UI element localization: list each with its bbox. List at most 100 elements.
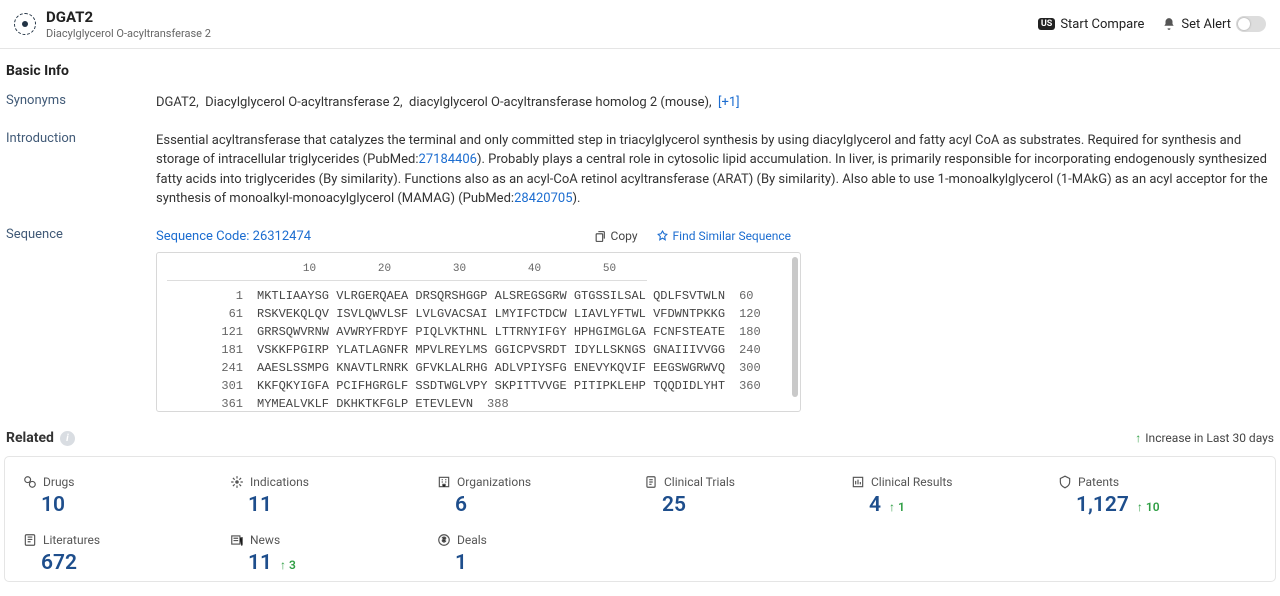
related-header: Related i ↑ Increase in Last 30 days — [0, 422, 1280, 456]
synonyms-text: DGAT2, Diacylglycerol O-acyltransferase … — [156, 95, 718, 110]
related-card-patents[interactable]: Patents 1,127 ↑ 10 — [1058, 475, 1265, 517]
related-card-news[interactable]: News 11↑ 3 — [230, 533, 437, 575]
card-number: 1,127 — [1058, 493, 1129, 517]
sequence-ruler: 10 20 30 40 50 — [167, 261, 647, 281]
ruler-10: 10 — [272, 261, 347, 278]
basic-info-section: Basic Info Synonyms DGAT2, Diacylglycero… — [0, 49, 1280, 422]
ruler-30: 30 — [422, 261, 497, 278]
card-number: 11 — [230, 493, 272, 517]
patent-icon — [1058, 475, 1072, 489]
sequence-scrollbar[interactable] — [792, 257, 798, 397]
org-icon — [437, 475, 451, 489]
card-label: Clinical Trials — [664, 475, 735, 489]
synonyms-more-link[interactable]: [+1] — [718, 95, 740, 110]
card-head: Deals — [437, 533, 644, 547]
sequence-lines: 1MKTLIAAYSG VLRGERQAEA DRSQRSHGGP ALSREG… — [167, 287, 790, 413]
card-label: Drugs — [43, 475, 75, 489]
card-head: Drugs — [23, 475, 230, 489]
related-title: Related — [6, 430, 54, 446]
card-value-wrap: 1 — [437, 551, 644, 575]
page-subtitle: Diacylglycerol O-acyltransferase 2 — [46, 27, 211, 40]
sequence-row: Sequence Sequence Code: 26312474 Copy Fi… — [6, 227, 1274, 413]
sequence-line: 61RSKVEKQLQV ISVLQWVLSF LVLGVACSAI LMYIF… — [167, 305, 790, 323]
related-card-clinical-trials[interactable]: Clinical Trials25 — [644, 475, 851, 517]
card-label: Deals — [457, 533, 487, 547]
synonyms-content: DGAT2, Diacylglycerol O-acyltransferase … — [156, 93, 1274, 113]
alert-label: Set Alert — [1181, 17, 1231, 32]
copy-icon — [594, 230, 607, 243]
sequence-line: 181VSKKFPGIRP YLATLAGNFR MPVLREYLMS GGIC… — [167, 341, 790, 359]
bell-icon — [1162, 17, 1176, 31]
page-header: DGAT2 Diacylglycerol O-acyltransferase 2… — [0, 0, 1280, 49]
increase-text: Increase in Last 30 days — [1145, 431, 1274, 445]
header-left: DGAT2 Diacylglycerol O-acyltransferase 2 — [14, 8, 211, 40]
sequence-box: 10 20 30 40 50 1MKTLIAAYSG VLRGERQAEA DR… — [156, 252, 801, 412]
sequence-line: 301KKFQKYIGFA PCIFHGRGLF SSDTWGLVPY SKPI… — [167, 377, 790, 395]
sequence-line: 241AAESLSSMPG KNAVTLRNRK GFVKLALRHG ADLV… — [167, 359, 790, 377]
similar-icon — [656, 230, 669, 243]
card-label: Literatures — [43, 533, 100, 547]
related-card-organizations[interactable]: Organizations 6 — [437, 475, 644, 517]
card-value-wrap: 4 ↑ 1 — [851, 493, 1058, 517]
sequence-line: 1MKTLIAAYSG VLRGERQAEA DRSQRSHGGP ALSREG… — [167, 287, 790, 305]
page-title: DGAT2 — [46, 8, 211, 26]
introduction-content: Essential acyltransferase that catalyzes… — [156, 131, 1274, 209]
introduction-label: Introduction — [6, 131, 156, 209]
compare-badge: US — [1038, 18, 1055, 30]
ruler-40: 40 — [497, 261, 572, 278]
card-label: Indications — [250, 475, 309, 489]
basic-info-title: Basic Info — [6, 63, 1274, 79]
card-label: Organizations — [457, 475, 531, 489]
introduction-row: Introduction Essential acyltransferase t… — [6, 131, 1274, 209]
synonyms-row: Synonyms DGAT2, Diacylglycerol O-acyltra… — [6, 93, 1274, 113]
start-compare-button[interactable]: US Start Compare — [1038, 17, 1145, 32]
deal-icon — [437, 533, 451, 547]
card-head: Indications — [230, 475, 437, 489]
card-delta: ↑ 3 — [280, 558, 296, 572]
card-number: 1 — [437, 551, 467, 575]
indication-icon — [230, 475, 244, 489]
sequence-line: 121GRRSQWVRNW AVWRYFRDYF PIQLVKTHNL LTTR… — [167, 323, 790, 341]
card-number: 672 — [23, 551, 77, 575]
drug-icon — [23, 475, 37, 489]
info-icon[interactable]: i — [60, 431, 75, 446]
related-card-clinical-results[interactable]: Clinical Results 4 ↑ 1 — [851, 475, 1058, 517]
pubmed-link-1[interactable]: 27184406 — [419, 152, 477, 167]
card-value-wrap: 672 — [23, 551, 230, 575]
alert-toggle[interactable] — [1236, 16, 1266, 32]
news-icon — [230, 533, 244, 547]
card-number: 6 — [437, 493, 467, 517]
copy-button[interactable]: Copy — [594, 227, 638, 245]
pubmed-link-2[interactable]: 28420705 — [514, 191, 572, 206]
card-delta: ↑ 1 — [889, 500, 905, 514]
set-alert-button[interactable]: Set Alert — [1162, 16, 1266, 32]
result-icon — [851, 475, 865, 489]
find-similar-button[interactable]: Find Similar Sequence — [656, 227, 791, 245]
card-label: Patents — [1078, 475, 1119, 489]
lit-icon — [23, 533, 37, 547]
related-cards: Drugs 10 Indications 11 Organizations 6 Clinic… — [4, 456, 1276, 582]
card-head: Clinical Trials — [644, 475, 851, 489]
find-similar-label: Find Similar Sequence — [673, 227, 791, 245]
card-label: News — [250, 533, 280, 547]
sequence-content: Sequence Code: 26312474 Copy Find Simila… — [156, 227, 801, 413]
card-number: 10 — [23, 493, 65, 517]
card-value-wrap: 11↑ 3 — [230, 551, 437, 575]
related-card-indications[interactable]: Indications 11 — [230, 475, 437, 517]
ruler-50: 50 — [572, 261, 647, 278]
related-card-deals[interactable]: Deals 1 — [437, 533, 644, 575]
card-delta: ↑ 10 — [1137, 500, 1160, 514]
sequence-code-link[interactable]: Sequence Code: 26312474 — [156, 227, 311, 247]
trial-icon — [644, 475, 658, 489]
sequence-toolbar: Sequence Code: 26312474 Copy Find Simila… — [156, 227, 801, 247]
related-card-literatures[interactable]: Literatures 672 — [23, 533, 230, 575]
card-head: Literatures — [23, 533, 230, 547]
intro-part3: ). — [573, 191, 581, 206]
copy-label: Copy — [611, 227, 638, 245]
card-head: Clinical Results — [851, 475, 1058, 489]
related-card-drugs[interactable]: Drugs 10 — [23, 475, 230, 517]
card-value-wrap: 1,127 ↑ 10 — [1058, 493, 1265, 517]
card-number: 4 — [851, 493, 881, 517]
card-head: Organizations — [437, 475, 644, 489]
card-label: Clinical Results — [871, 475, 953, 489]
